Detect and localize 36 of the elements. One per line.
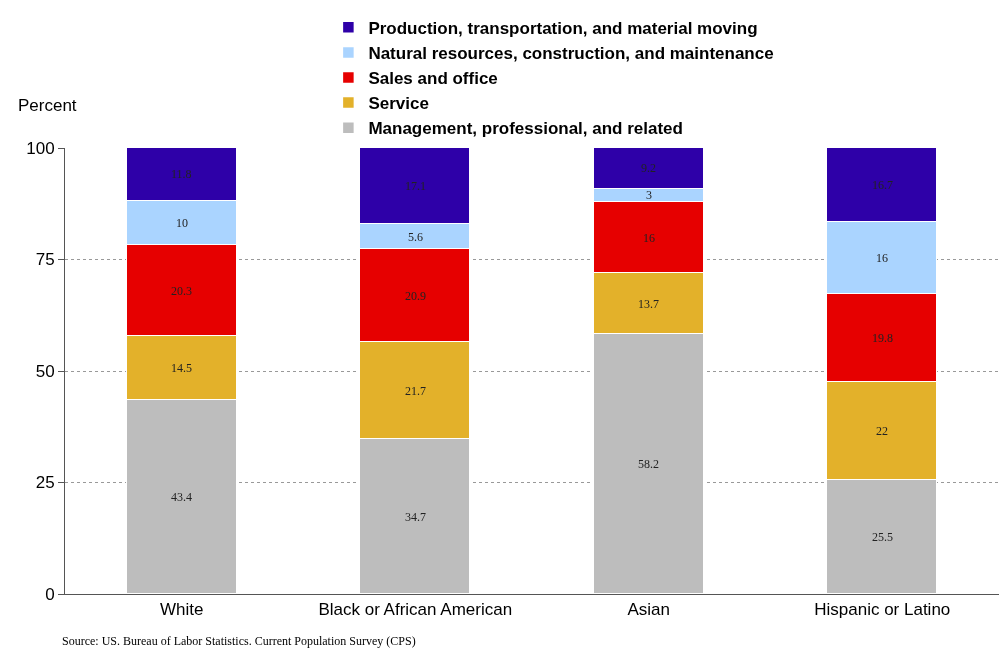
data-label: 16 xyxy=(876,251,888,265)
legend-label: Service xyxy=(368,94,429,114)
data-label: 20.9 xyxy=(405,289,426,303)
data-label: 14.5 xyxy=(171,361,192,375)
data-label: 9.2 xyxy=(641,161,656,175)
y-tick-label: 25 xyxy=(35,473,55,493)
data-label: 22 xyxy=(876,424,888,438)
y-tick-label: 50 xyxy=(35,361,55,381)
x-tick-label: Hispanic or Latino xyxy=(814,600,951,620)
legend-label: Management, professional, and related xyxy=(368,119,683,139)
legend-label: Production, transportation, and material moving xyxy=(368,18,758,38)
y-axis-title: Percent xyxy=(18,96,77,115)
data-label: 11.8 xyxy=(171,167,192,181)
data-label: 13.7 xyxy=(638,297,659,311)
data-label: 17.1 xyxy=(405,179,426,193)
legend-label: Sales and office xyxy=(368,69,498,89)
legend-label: Natural resources, construction, and maintenance xyxy=(368,44,774,64)
data-label: 21.7 xyxy=(405,384,426,398)
y-tick-label: 75 xyxy=(35,250,55,270)
data-label: 34.7 xyxy=(405,510,426,524)
data-label: 10 xyxy=(176,216,188,230)
y-tick-label: 100 xyxy=(26,138,55,158)
x-tick-label: Black or African American xyxy=(318,600,513,620)
data-label: 5.6 xyxy=(408,230,423,244)
x-tick-label: Asian xyxy=(627,600,671,620)
data-label: 20.3 xyxy=(171,284,192,298)
data-label: 19.8 xyxy=(872,331,893,345)
data-label: 16.7 xyxy=(872,178,893,192)
y-tick-label: 0 xyxy=(45,584,55,604)
data-label: 43.4 xyxy=(171,490,192,504)
data-label: 58.2 xyxy=(638,457,659,471)
x-tick-label: White xyxy=(160,600,204,620)
data-label: 3 xyxy=(646,188,652,202)
data-label: 25.5 xyxy=(872,530,893,544)
source-note: Source: US. Bureau of Labor Statistics. Current Population Survey (CPS) xyxy=(62,634,416,648)
data-label: 16 xyxy=(643,231,655,245)
